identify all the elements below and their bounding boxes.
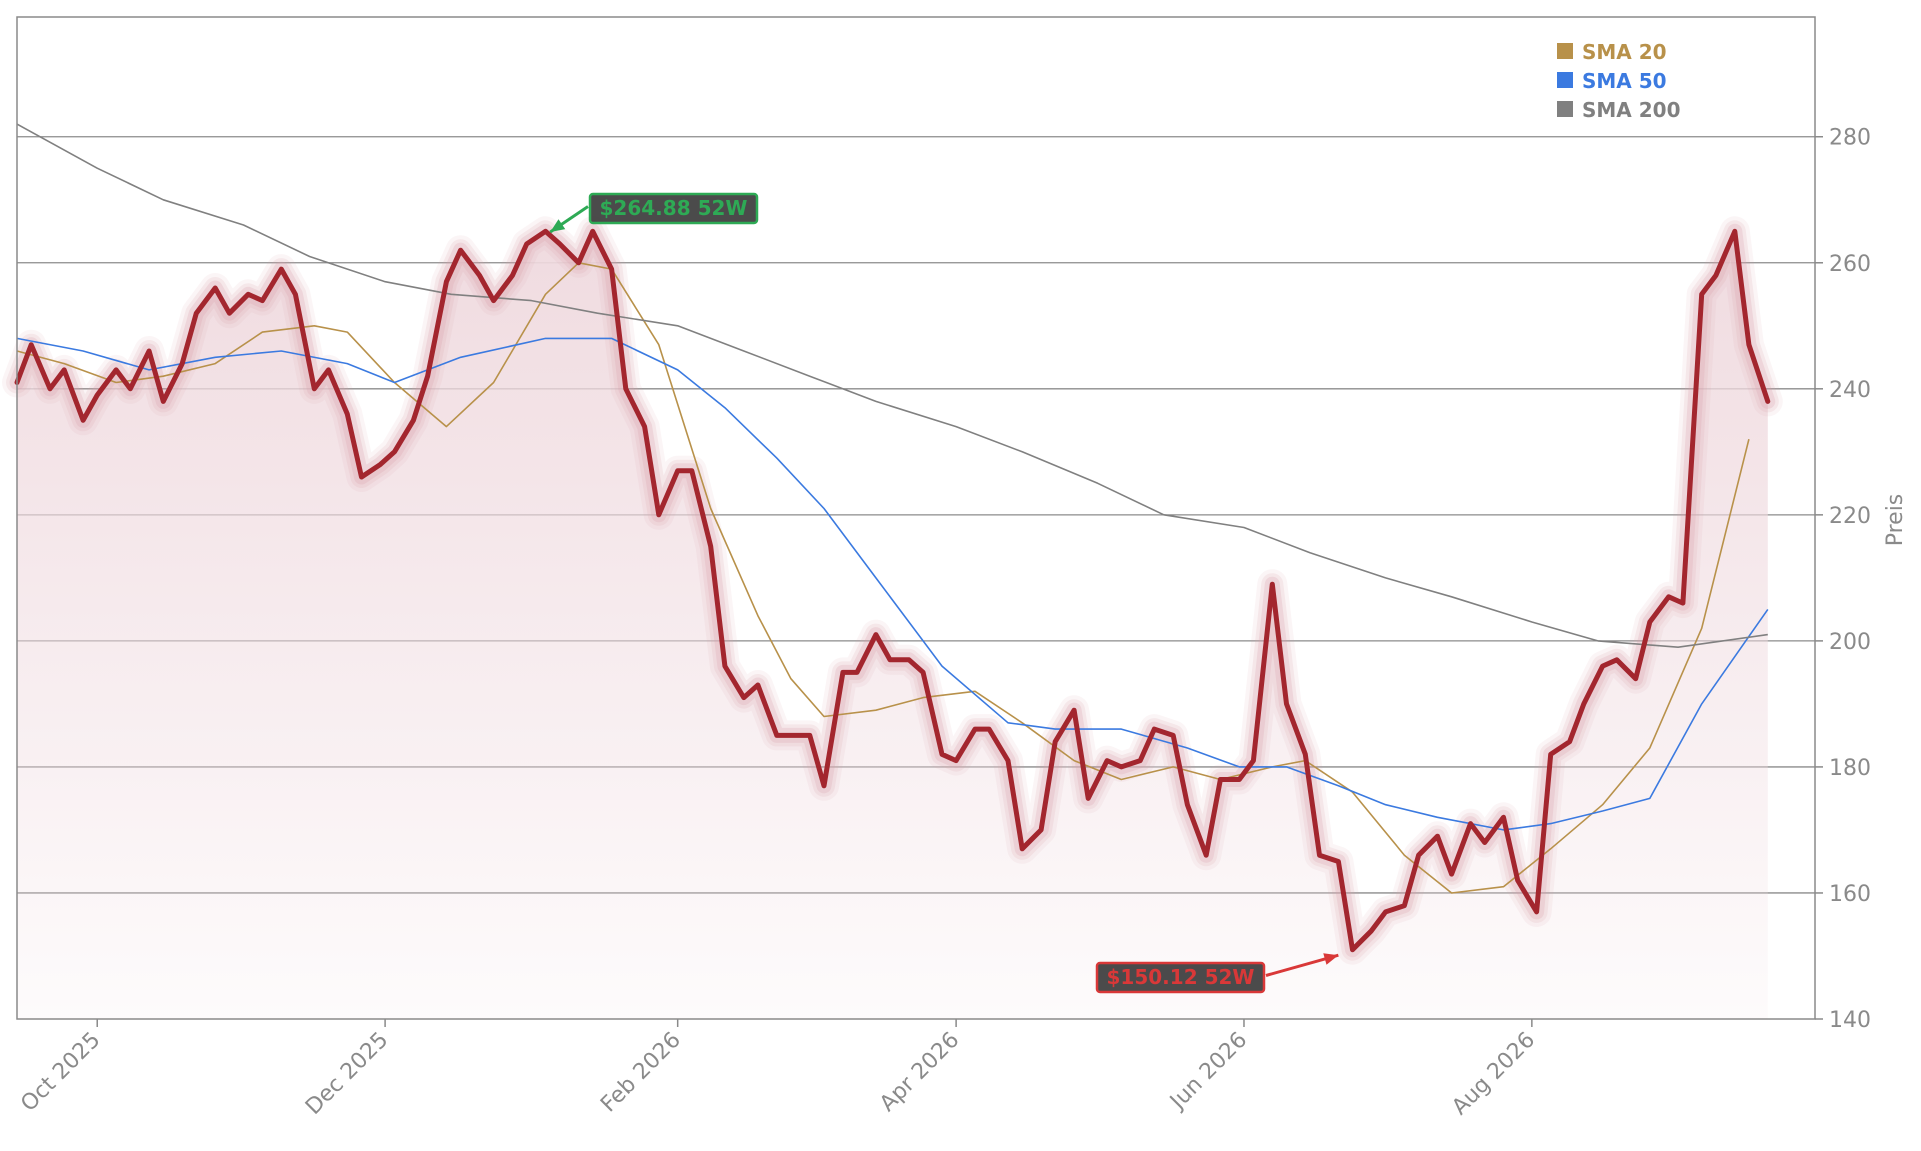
plot-frame xyxy=(16,16,1816,1020)
legend-swatch xyxy=(1557,43,1573,59)
annotation-52w-low: $150.12 52W xyxy=(1107,965,1255,989)
y-axis-label: Preis xyxy=(1883,494,1908,547)
legend-item: SMA 20 xyxy=(1582,40,1667,64)
y-tick-label: 200 xyxy=(1829,630,1871,655)
annotation-box xyxy=(1095,961,1266,994)
x-tick-label: Aug 2026 xyxy=(1447,1028,1540,1121)
y-tick-label: 180 xyxy=(1829,756,1871,781)
x-tick-label: Jun 2026 xyxy=(1164,1028,1252,1116)
legend-item: SMA 200 xyxy=(1582,98,1681,122)
series-line-price xyxy=(14,228,1771,953)
annotation-arrowhead xyxy=(1323,953,1339,965)
series-line-sma-50 xyxy=(16,337,1769,831)
legend-swatch xyxy=(1557,101,1573,117)
y-tick-label: 140 xyxy=(1829,1008,1871,1033)
legend: SMA 20 SMA 50 SMA 200 xyxy=(1557,40,1681,122)
y-tick-label: 160 xyxy=(1829,882,1871,907)
x-tick-label: Feb 2026 xyxy=(596,1028,686,1118)
legend-swatch xyxy=(1557,72,1573,88)
series-line-sma-200 xyxy=(16,123,1768,648)
y-tick-label: 240 xyxy=(1829,378,1871,403)
series-line-sma-20 xyxy=(16,262,1750,894)
y-tick-label: 260 xyxy=(1829,252,1871,277)
x-tick-label: Dec 2025 xyxy=(301,1028,393,1120)
y-tick-label: 280 xyxy=(1829,126,1871,151)
annotation-arrowhead xyxy=(550,219,566,233)
series-lines xyxy=(14,123,1771,953)
price-area-fill xyxy=(17,231,1768,1020)
annotation-box xyxy=(588,192,759,225)
x-tick-label: Oct 2025 xyxy=(16,1028,105,1117)
annotation-52w-high: $264.88 52W xyxy=(600,196,748,220)
legend-item: SMA 50 xyxy=(1582,69,1667,93)
y-tick-label: 220 xyxy=(1829,504,1871,529)
price-area xyxy=(17,231,1768,1020)
annotations: $264.88 52W $150.12 52W xyxy=(549,192,1339,994)
x-tick-label: Apr 2026 xyxy=(875,1028,964,1117)
